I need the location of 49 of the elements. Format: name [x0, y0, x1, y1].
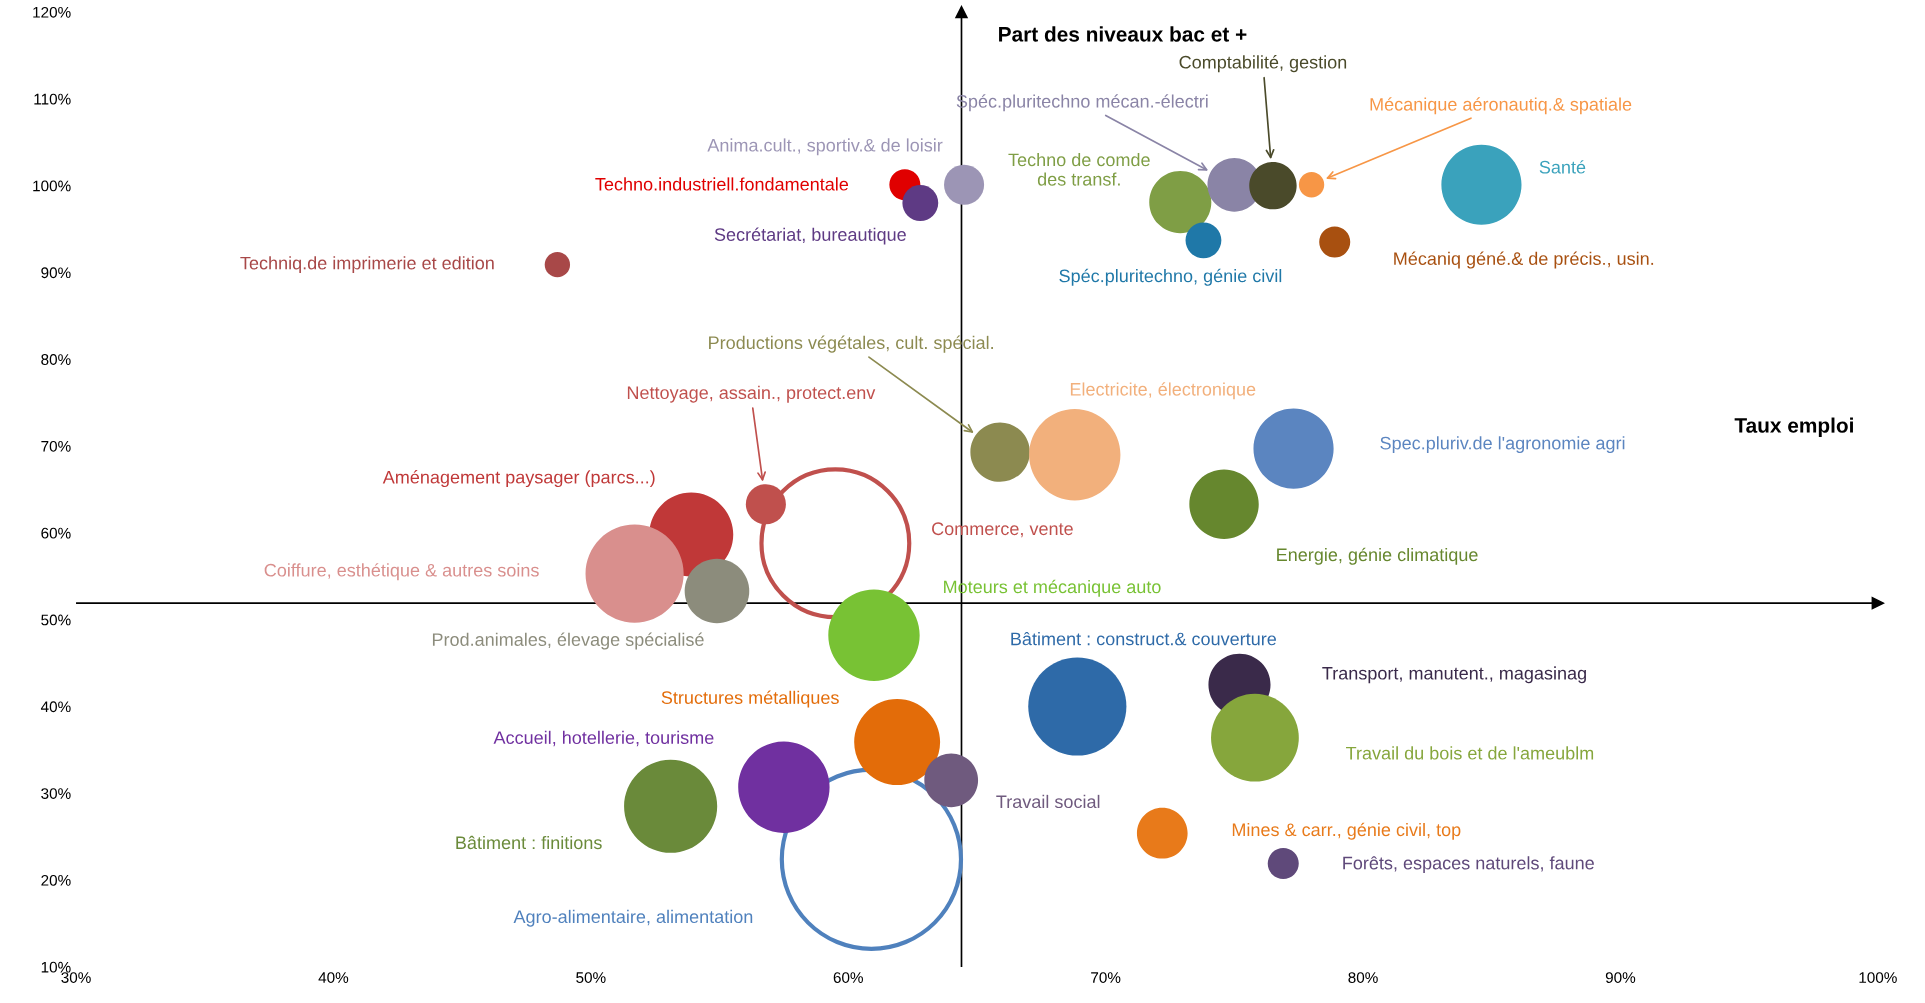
text: Nettoyage, assain., protect.env — [627, 385, 876, 403]
y-tick-label: 60% — [41, 527, 71, 539]
text: Bâtiment : construct.& couverture — [1011, 632, 1276, 646]
y-tick-label: 70% — [41, 440, 71, 452]
text: Transport, manutent., magasinag — [1322, 666, 1586, 684]
series-label: Prod.animales, élevage spécialisé — [432, 632, 704, 650]
x-tick-label: 90% — [1605, 972, 1636, 983]
text: Coiffure, esthétique & autres soins — [264, 563, 539, 581]
y-tick-label: 40% — [40, 701, 71, 713]
x-tick-label: 50% — [576, 972, 606, 983]
series-label: Santé — [1539, 160, 1586, 174]
y-tick-label: 120% — [33, 6, 71, 18]
y-tick-label: 20% — [41, 874, 71, 886]
y-tick-label: 80% — [41, 354, 71, 365]
text: Comptabilité, gestion — [1179, 55, 1347, 73]
y-tick-label: 110% — [34, 93, 71, 105]
series-label: Travail social — [996, 794, 1100, 809]
y-tick-label: 50% — [41, 614, 71, 626]
text: Mécanique aéronautiq.& spatiale — [1370, 97, 1632, 115]
y-tick-label: 30% — [41, 788, 71, 799]
series-label: Bâtiment : finitions — [456, 835, 602, 850]
series-label: Electricite, électronique — [1070, 382, 1256, 400]
series-label: Anima.cult., sportiv.& de loisir — [707, 138, 943, 156]
x-axis-title: Taux emploi — [1734, 417, 1853, 437]
series-label: Structures métalliques — [661, 690, 839, 708]
x-tick-label: 70% — [1091, 972, 1121, 983]
x-tick-label: 40% — [318, 972, 349, 983]
x-tick-label: 100% — [1859, 972, 1897, 983]
x-tick-label: 60% — [833, 972, 863, 983]
series-label: Aménagement paysager (parcs...) — [382, 470, 655, 488]
x-tick-label: 80% — [1348, 972, 1378, 983]
text: Techniq.de imprimerie et edition — [240, 256, 494, 274]
y-tick-label: 10% — [41, 961, 71, 973]
series-label: Spéc.pluritechno, génie civil — [1059, 268, 1282, 286]
series-label: Accueil, hotellerie, tourisme — [493, 730, 714, 747]
text: Spec.pluriv.de l'agronomie agri — [1380, 436, 1625, 454]
text: Travail du bois et de l'ameublm — [1346, 746, 1594, 760]
text: Techno.industriell.fondamentale — [595, 177, 849, 191]
text: Forêts, espaces naturels, faune — [1343, 856, 1594, 874]
y-axis-title: Part des niveaux bac et + — [999, 26, 1247, 42]
x-tick-label: 30% — [61, 972, 91, 983]
y-tick-label: 90% — [41, 267, 71, 279]
series-label: Secrétariat, bureautique — [714, 227, 906, 245]
y-tick-label: 100% — [33, 180, 71, 192]
text: Mines & carr., génie civil, top — [1232, 822, 1461, 840]
series-label: Energie, génie climatique — [1277, 547, 1478, 565]
series-label: Techno de comde des transf. — [1008, 153, 1150, 186]
text: Agro-alimentaire, alimentation — [513, 909, 753, 927]
text: Mécaniq géné.& de précis., usin. — [1394, 251, 1654, 269]
